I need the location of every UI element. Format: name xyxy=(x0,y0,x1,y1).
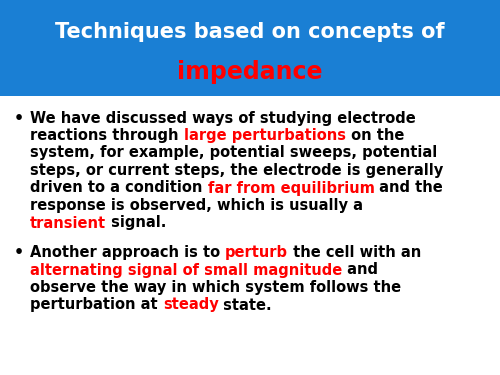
Text: on the: on the xyxy=(346,128,404,143)
Text: response is observed, which is usually a: response is observed, which is usually a xyxy=(30,198,363,213)
Text: alternating signal of small magnitude: alternating signal of small magnitude xyxy=(30,262,342,278)
Text: perturbation at: perturbation at xyxy=(30,297,163,312)
Text: transient: transient xyxy=(30,216,106,231)
Text: steady: steady xyxy=(163,297,218,312)
Text: •: • xyxy=(14,245,24,260)
Text: perturb: perturb xyxy=(225,245,288,260)
Text: Techniques based on concepts of: Techniques based on concepts of xyxy=(55,22,445,42)
Text: impedance: impedance xyxy=(177,60,323,84)
Text: large perturbations: large perturbations xyxy=(184,128,346,143)
Text: •: • xyxy=(14,111,24,126)
Text: steps, or current steps, the electrode is generally: steps, or current steps, the electrode i… xyxy=(30,163,444,178)
Text: We have discussed ways of studying electrode: We have discussed ways of studying elect… xyxy=(30,111,416,126)
Text: and: and xyxy=(342,262,378,278)
Text: driven to a condition: driven to a condition xyxy=(30,180,208,195)
Text: Another approach is to: Another approach is to xyxy=(30,245,225,260)
Text: the cell with an: the cell with an xyxy=(288,245,422,260)
Text: and the: and the xyxy=(374,180,443,195)
Text: signal.: signal. xyxy=(106,216,166,231)
Text: reactions through: reactions through xyxy=(30,128,184,143)
Text: far from equilibrium: far from equilibrium xyxy=(208,180,374,195)
Text: observe the way in which system follows the: observe the way in which system follows … xyxy=(30,280,401,295)
Text: state.: state. xyxy=(218,297,272,312)
Text: system, for example, potential sweeps, potential: system, for example, potential sweeps, p… xyxy=(30,146,437,160)
Bar xyxy=(0,0,500,96)
